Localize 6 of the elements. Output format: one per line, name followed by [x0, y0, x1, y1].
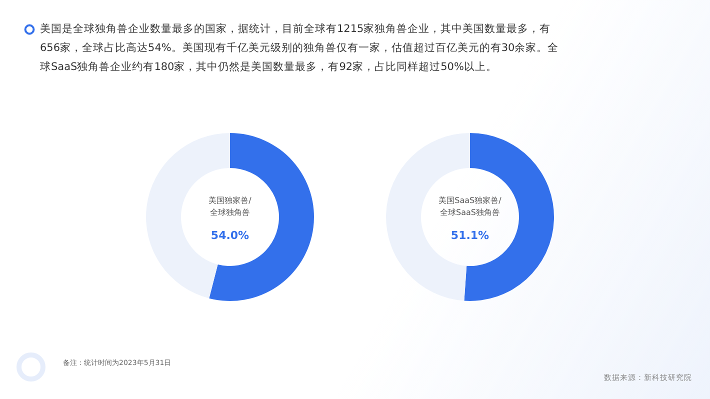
text: 美国是全球独角兽企业数量最多的国家，据统计，目前全球有1215家独角兽企业，其中美国数量最多，有656家，全球占比高达54%。美国现有千亿美元级别的独角兽仅有一家，估值超过百亿美元的有30余家。全球SaaS独角兽企业约有180家，其中仍然是美国数量最多，有92家，占比同样超过50%以上。: [40, 22, 560, 75]
text: 美国SaaS独家兽/ 全球SaaS独角兽: [438, 196, 502, 217]
donut-slice: [209, 133, 314, 301]
data-label: 51.1%: [450, 229, 490, 242]
text: 美国独家兽/ 全球独角兽: [208, 196, 252, 217]
data-label: 54.0%: [210, 229, 250, 242]
